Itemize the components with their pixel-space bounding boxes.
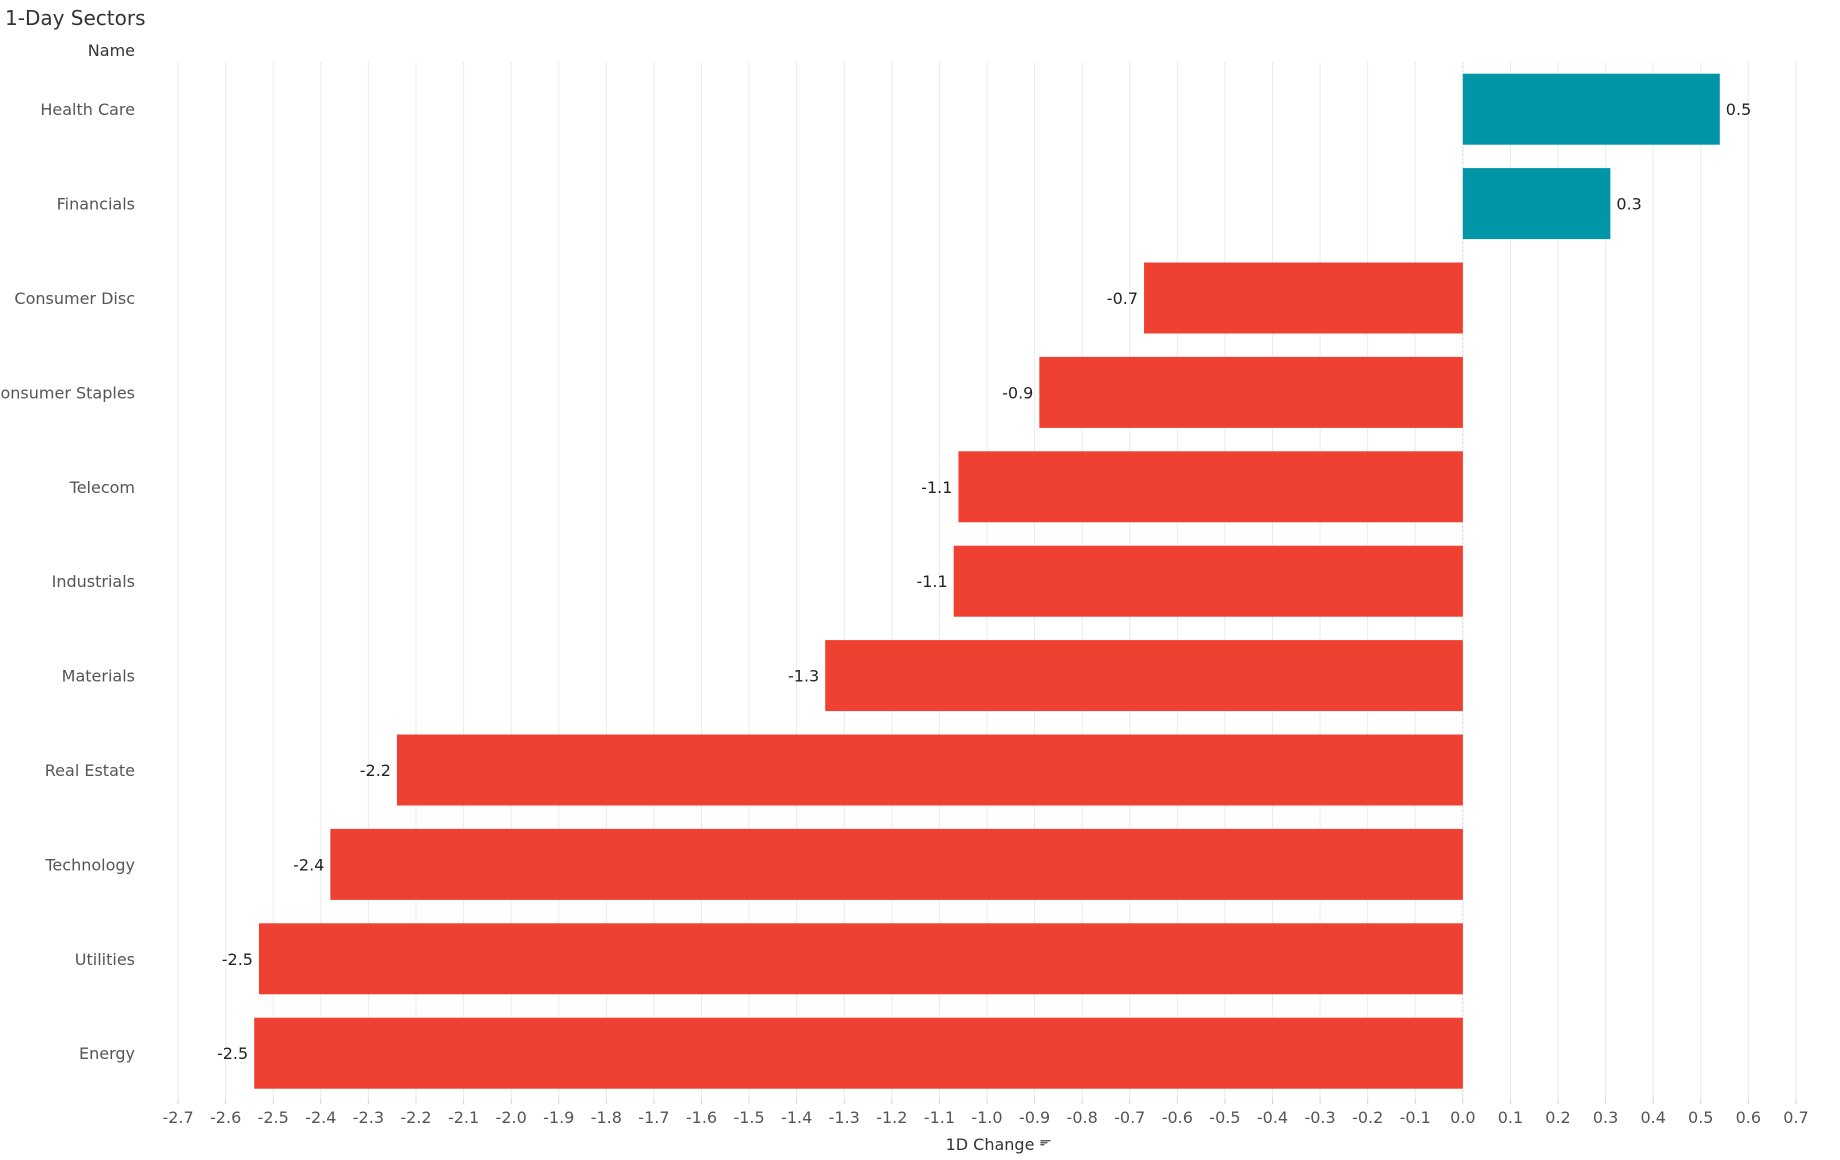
sort-icon-stroke — [1040, 1140, 1051, 1142]
x-tick-label: 0.2 — [1545, 1108, 1570, 1127]
sort-icon-stroke — [1040, 1142, 1048, 1144]
bar-real-estate[interactable] — [396, 734, 1463, 806]
value-label: -2.4 — [293, 855, 324, 874]
value-label: 0.3 — [1616, 195, 1641, 214]
bar-telecom[interactable] — [958, 451, 1463, 523]
value-labels: 0.5 0.3 -0.7 -0.9 -1.1 -1.1 -1.3 -2.2 -2.4 -2.5 -2… — [217, 100, 1751, 1063]
category-field-label: Name — [88, 41, 135, 60]
x-tick-label: 0.3 — [1593, 1108, 1618, 1127]
x-tick-label: -0.2 — [1352, 1108, 1383, 1127]
x-tick-label: -1.6 — [686, 1108, 717, 1127]
x-tick-label: -0.1 — [1400, 1108, 1431, 1127]
x-tick-label: -1.0 — [971, 1108, 1002, 1127]
x-tick-label: -0.7 — [1114, 1108, 1145, 1127]
bar-energy[interactable] — [254, 1017, 1463, 1089]
x-tick-label: 0.1 — [1498, 1108, 1523, 1127]
x-tick-label: 0.5 — [1688, 1108, 1713, 1127]
x-tick-label: -2.0 — [496, 1108, 527, 1127]
x-tick-label: -1.9 — [543, 1108, 574, 1127]
value-label: -0.7 — [1107, 289, 1138, 308]
category-label: Utilities — [75, 950, 135, 969]
x-axis-title[interactable]: 1D Change — [946, 1135, 1051, 1154]
bar-materials[interactable] — [825, 640, 1463, 712]
x-tick-label: -2.1 — [448, 1108, 479, 1127]
x-tick-label: -1.2 — [876, 1108, 907, 1127]
x-tick-label: -2.7 — [162, 1108, 193, 1127]
x-tick-label: -1.4 — [781, 1108, 812, 1127]
category-label: Health Care — [40, 100, 135, 119]
bar-consumer-disc[interactable] — [1144, 262, 1463, 334]
bar-industrials[interactable] — [953, 545, 1463, 617]
value-label: 0.5 — [1726, 100, 1751, 119]
value-label: -1.3 — [788, 667, 819, 686]
category-label: Consumer Disc — [14, 289, 135, 308]
x-tick-label: -2.2 — [400, 1108, 431, 1127]
x-tick-label: -2.5 — [258, 1108, 289, 1127]
x-tick-label: -2.3 — [353, 1108, 384, 1127]
value-label: -1.1 — [916, 572, 947, 591]
value-label: -0.9 — [1002, 383, 1033, 402]
x-axis: -2.7 -2.6 -2.5 -2.4 -2.3 -2.2 -2.1 -2.0 -1.9 -1.8… — [162, 1098, 1809, 1127]
x-tick-label: -2.6 — [210, 1108, 241, 1127]
x-tick-label: 0.6 — [1736, 1108, 1761, 1127]
sort-descending-icon[interactable] — [1040, 1140, 1051, 1146]
x-tick-label: -1.7 — [638, 1108, 669, 1127]
x-tick-label: -0.8 — [1067, 1108, 1098, 1127]
category-label: Real Estate — [45, 761, 135, 780]
chart-title: 1-Day Sectors — [5, 6, 146, 30]
bar-health-care[interactable] — [1462, 73, 1720, 145]
category-label: Technology — [44, 855, 135, 874]
x-tick-label: 0.4 — [1640, 1108, 1665, 1127]
category-label: Materials — [62, 667, 135, 686]
x-tick-label: -0.5 — [1209, 1108, 1240, 1127]
sort-icon-stroke — [1040, 1144, 1045, 1146]
category-label: Consumer Staples — [0, 383, 135, 402]
bar-consumer-staples[interactable] — [1039, 356, 1463, 428]
value-label: -1.1 — [921, 478, 952, 497]
x-tick-label: -2.4 — [305, 1108, 336, 1127]
bar-utilities[interactable] — [258, 923, 1463, 995]
category-label: Energy — [79, 1044, 135, 1063]
bar-technology[interactable] — [330, 828, 1463, 900]
x-tick-label: -1.8 — [591, 1108, 622, 1127]
x-tick-label: -0.6 — [1162, 1108, 1193, 1127]
value-label: -2.5 — [217, 1044, 248, 1063]
x-tick-label: -1.3 — [829, 1108, 860, 1127]
bars — [254, 73, 1720, 1089]
x-tick-label: 0.7 — [1783, 1108, 1808, 1127]
x-tick-label: -1.1 — [924, 1108, 955, 1127]
bar-financials[interactable] — [1462, 168, 1611, 240]
category-label: Industrials — [52, 572, 135, 591]
x-tick-label: -0.3 — [1304, 1108, 1335, 1127]
value-label: -2.2 — [360, 761, 391, 780]
category-label: Financials — [57, 195, 135, 214]
x-tick-label: -0.9 — [1019, 1108, 1050, 1127]
x-tick-label: 0.0 — [1450, 1108, 1475, 1127]
category-label: Telecom — [69, 478, 135, 497]
x-tick-label: -0.4 — [1257, 1108, 1288, 1127]
x-axis-title-text: 1D Change — [946, 1135, 1035, 1154]
x-tick-label: -1.5 — [733, 1108, 764, 1127]
category-labels: Health Care Financials Consumer Disc Consum… — [0, 100, 135, 1063]
value-label: -2.5 — [222, 950, 253, 969]
